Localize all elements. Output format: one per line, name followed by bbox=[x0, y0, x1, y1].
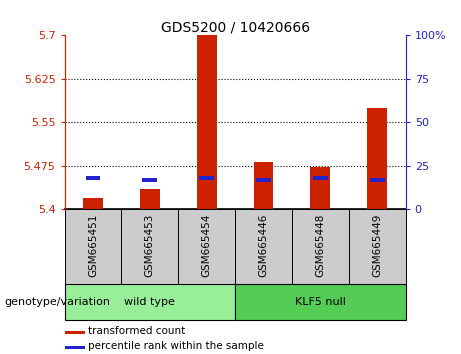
Bar bbox=[292, 210, 349, 285]
Bar bbox=[310, 166, 331, 210]
Bar bbox=[349, 210, 406, 285]
Text: GSM665454: GSM665454 bbox=[201, 213, 212, 276]
Bar bbox=[83, 198, 103, 210]
Title: GDS5200 / 10420666: GDS5200 / 10420666 bbox=[160, 20, 310, 34]
Bar bbox=[313, 176, 328, 180]
Bar bbox=[367, 108, 387, 210]
Bar bbox=[199, 176, 214, 180]
Bar bbox=[142, 178, 157, 182]
Bar bbox=[85, 176, 100, 180]
Text: GSM665453: GSM665453 bbox=[145, 213, 155, 276]
Text: GSM665446: GSM665446 bbox=[259, 213, 269, 276]
Text: GSM665451: GSM665451 bbox=[88, 213, 98, 276]
Bar bbox=[65, 285, 235, 320]
Bar bbox=[370, 178, 385, 182]
Bar bbox=[235, 285, 406, 320]
Bar bbox=[65, 331, 85, 334]
Bar bbox=[256, 178, 271, 182]
Text: genotype/variation: genotype/variation bbox=[5, 297, 111, 308]
Text: transformed count: transformed count bbox=[89, 326, 186, 336]
Bar bbox=[65, 210, 121, 285]
Bar bbox=[178, 210, 235, 285]
Bar bbox=[121, 210, 178, 285]
Text: GSM665448: GSM665448 bbox=[315, 213, 325, 276]
Text: GSM665449: GSM665449 bbox=[372, 213, 382, 276]
Text: KLF5 null: KLF5 null bbox=[295, 297, 346, 308]
Text: percentile rank within the sample: percentile rank within the sample bbox=[89, 341, 264, 351]
Bar bbox=[254, 162, 273, 210]
Bar bbox=[140, 189, 160, 210]
Bar bbox=[65, 346, 85, 349]
Text: wild type: wild type bbox=[124, 297, 175, 308]
Bar bbox=[197, 35, 217, 210]
Bar bbox=[235, 210, 292, 285]
